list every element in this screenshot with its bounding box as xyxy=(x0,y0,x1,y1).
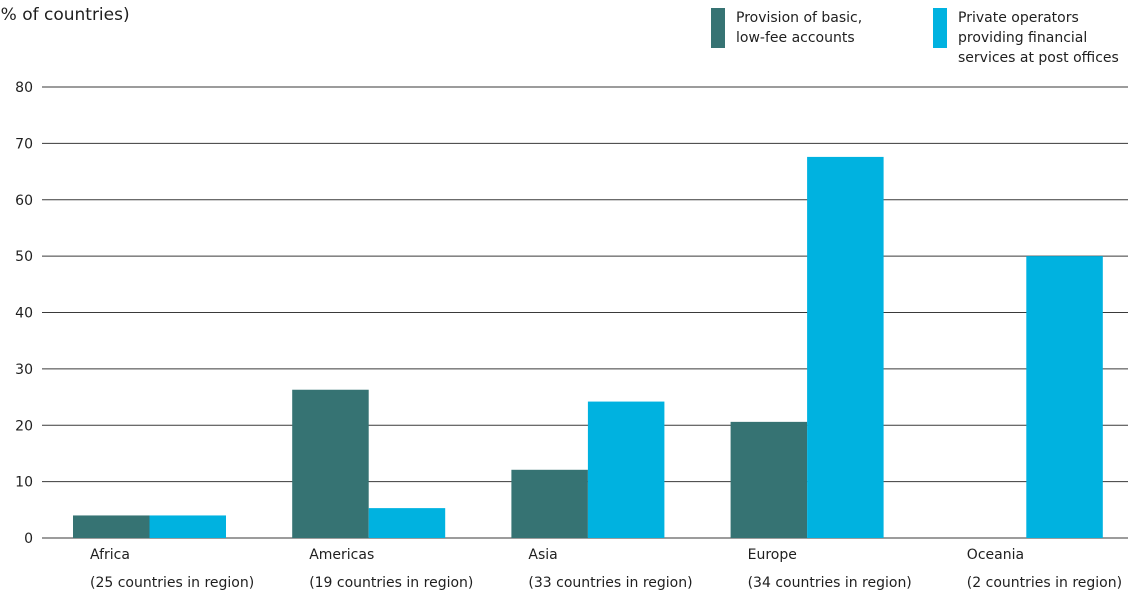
x-tick-label: Europe xyxy=(748,547,797,563)
axis-labels: 0 10 20 30 40 50 60 70 80 Africa (25 countries in … xyxy=(15,80,1122,591)
x-tick-sublabel: (19 countries in region) xyxy=(309,575,473,591)
y-tick-label: 10 xyxy=(15,475,33,491)
y-tick-label: 30 xyxy=(15,362,33,378)
x-tick-label: Africa xyxy=(90,547,130,563)
legend-swatch xyxy=(933,8,947,48)
y-tick-label: 70 xyxy=(15,136,33,152)
y-tick-label: 60 xyxy=(15,193,33,209)
x-tick-sublabel: (33 countries in region) xyxy=(528,575,692,591)
bar-private-operators-africa xyxy=(149,515,226,538)
legend-label: Private operators xyxy=(958,10,1079,26)
y-tick-label: 50 xyxy=(15,249,33,265)
bar-basic-accounts-africa xyxy=(73,515,150,538)
x-tick-label: Americas xyxy=(309,547,374,563)
x-tick-sublabel: (34 countries in region) xyxy=(748,575,912,591)
y-tick-label: 20 xyxy=(15,418,33,434)
y-tick-label: 40 xyxy=(15,306,33,322)
legend-swatch xyxy=(711,8,725,48)
x-tick-sublabel: (2 countries in region) xyxy=(967,575,1122,591)
legend-label: providing financial xyxy=(958,30,1087,46)
bar-private-operators-europe xyxy=(807,156,884,538)
bar-private-operators-americas xyxy=(368,508,446,538)
bar-private-operators-oceania xyxy=(1026,256,1103,538)
x-tick-sublabel: (25 countries in region) xyxy=(90,575,254,591)
unit-label: (% of countries) xyxy=(0,5,130,25)
y-tick-label: 80 xyxy=(15,80,33,96)
legend-label: low-fee accounts xyxy=(736,30,855,46)
bars xyxy=(73,156,1103,538)
bar-private-operators-asia xyxy=(587,401,665,538)
legend-label: services at post offices xyxy=(958,50,1119,66)
bar-basic-accounts-europe xyxy=(730,421,808,538)
x-tick-label: Asia xyxy=(528,547,557,563)
y-tick-label: 0 xyxy=(24,531,33,547)
legend: Provision of basic, low-fee accounts Priva… xyxy=(711,8,1119,66)
gridlines xyxy=(42,86,1128,539)
legend-label: Provision of basic, xyxy=(736,10,862,26)
bar-basic-accounts-americas xyxy=(292,389,369,538)
bar-basic-accounts-asia xyxy=(511,469,588,538)
x-tick-label: Oceania xyxy=(967,547,1024,563)
